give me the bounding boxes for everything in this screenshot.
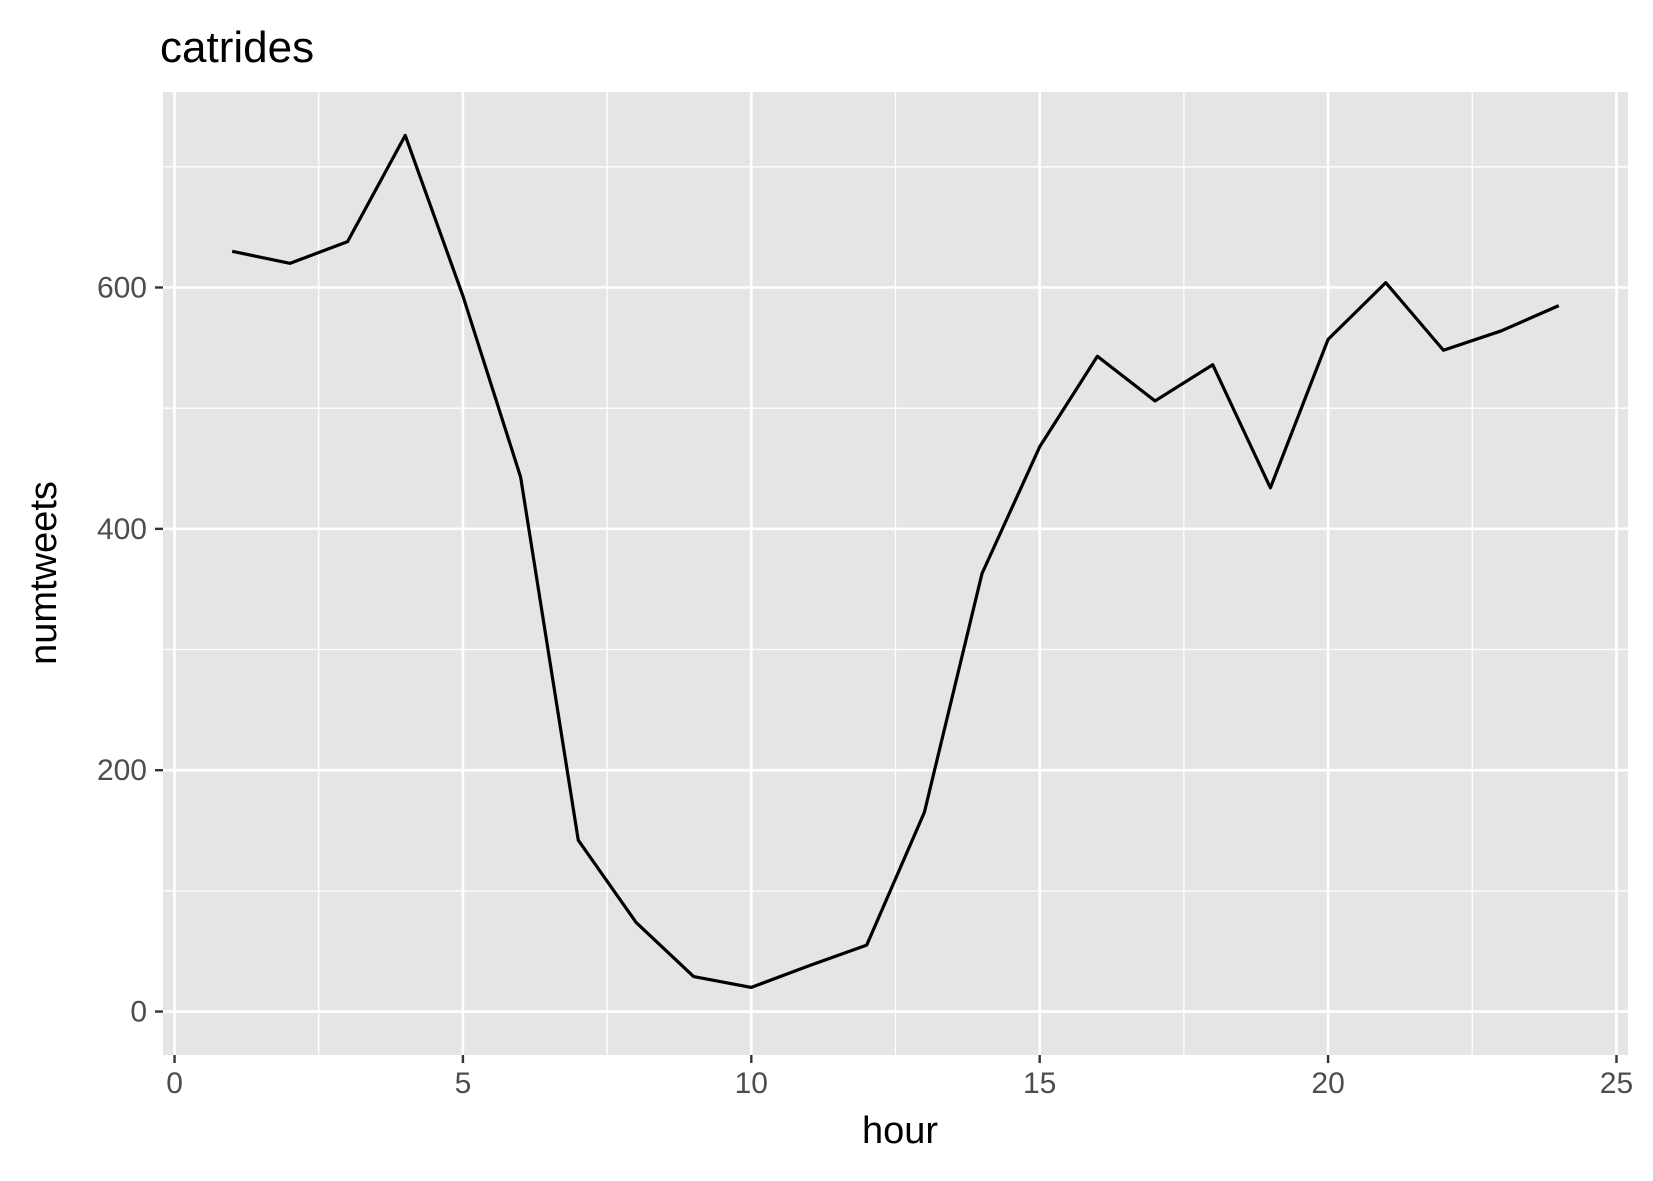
chart-title: catrides (160, 23, 314, 72)
y-tick-label: 600 (97, 271, 147, 304)
y-axis-ticks: 0 200 400 600 (97, 271, 163, 1029)
y-axis-title: numtweets (23, 481, 65, 665)
x-tick-label: 10 (735, 1067, 768, 1100)
x-axis-ticks: 0 5 10 15 20 25 (166, 1055, 1633, 1100)
y-tick-label: 200 (97, 754, 147, 787)
y-tick-label: 0 (130, 996, 147, 1029)
x-tick-label: 5 (455, 1067, 472, 1100)
x-tick-label: 15 (1023, 1067, 1056, 1100)
x-tick-label: 0 (166, 1067, 183, 1100)
series-line (231, 133, 1560, 990)
x-tick-label: 20 (1311, 1067, 1344, 1100)
x-tick-label: 25 (1600, 1067, 1633, 1100)
minor-gridlines (163, 92, 1628, 1055)
y-tick-label: 400 (97, 513, 147, 546)
x-axis-title: hour (862, 1110, 938, 1152)
major-gridlines (163, 92, 1628, 1055)
